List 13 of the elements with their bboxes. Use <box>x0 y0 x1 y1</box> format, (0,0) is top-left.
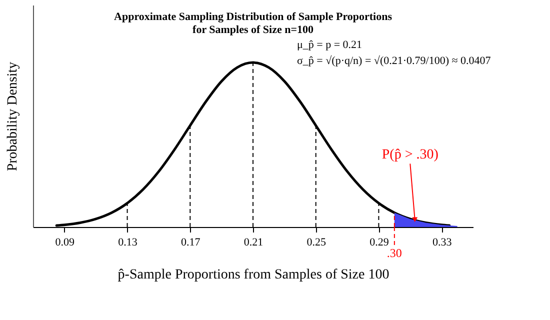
x-tick-label: 0.29 <box>370 236 390 248</box>
x-tick-label: 0.21 <box>244 236 264 248</box>
y-axis-title: Probability Density <box>6 62 20 172</box>
annotation: σ_p̂ = √(p·q/n) = √(0.21·0.79/100) ≈ 0.0407 <box>297 55 492 67</box>
x-tick-label: 0.09 <box>55 236 76 248</box>
x-tick-label: 0.13 <box>118 236 138 248</box>
x-axis-title: p̂-Sample Proportions from Samples of Size 100 <box>118 268 390 282</box>
ref-line-label: .30 <box>386 246 402 260</box>
text: μ_p̂ = p = 0.21 <box>297 39 362 51</box>
x-tick-label: 0.25 <box>306 236 326 248</box>
x-tick-label: 0.17 <box>181 236 201 248</box>
x-tick-label: 0.33 <box>432 236 452 248</box>
annotation: P(p̂ > .30) <box>382 148 439 163</box>
